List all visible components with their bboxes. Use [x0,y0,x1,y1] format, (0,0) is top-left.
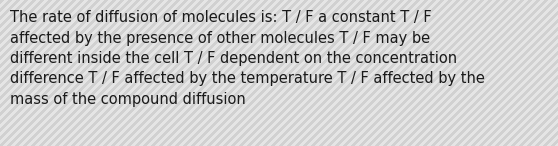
Text: The rate of diffusion of molecules is: T / F a constant T / F
affected by the pr: The rate of diffusion of molecules is: T… [10,10,485,107]
